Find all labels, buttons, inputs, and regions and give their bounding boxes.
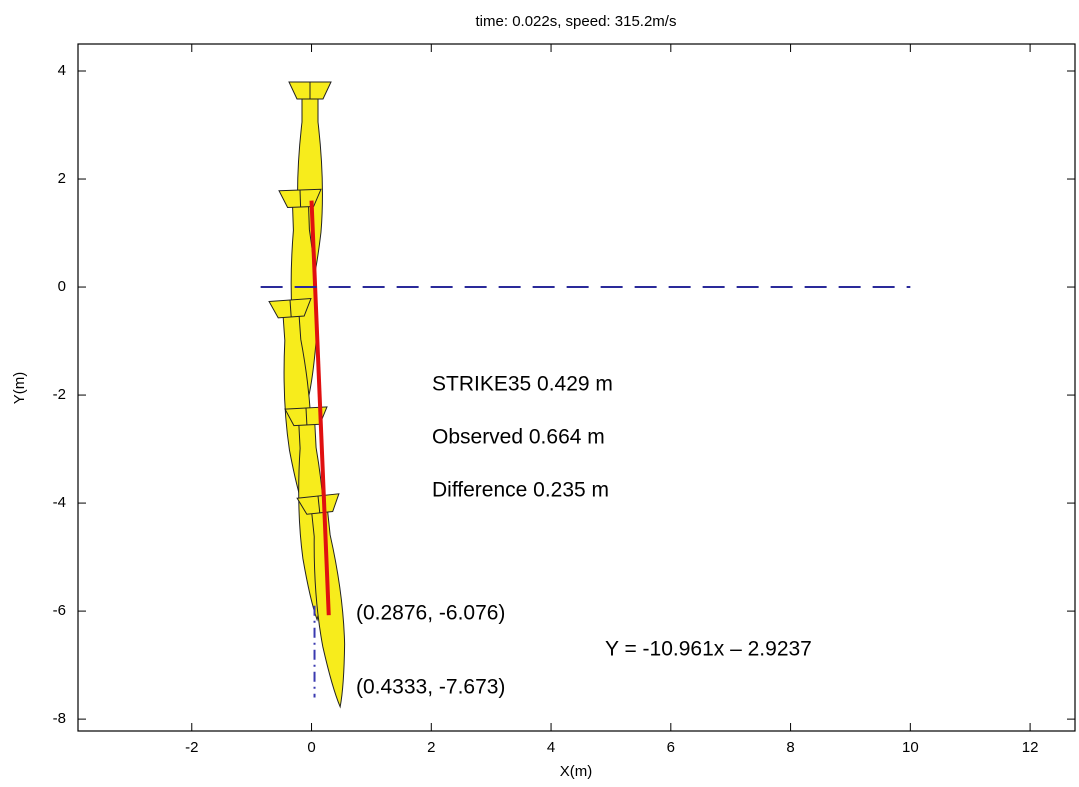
y-tick-label: -2 [53, 386, 66, 403]
x-tick-label: 0 [307, 739, 315, 756]
x-axis-label: X(m) [560, 763, 593, 780]
x-tick-label: 12 [1022, 739, 1039, 756]
x-tick-label: 6 [667, 739, 675, 756]
annotation: Difference 0.235 m [432, 479, 609, 502]
y-tick-label: 0 [58, 278, 66, 295]
y-axis-label: Y(m) [11, 372, 28, 405]
x-tick-label: 2 [427, 739, 435, 756]
series-line [309, 200, 331, 616]
y-tick-label: 4 [58, 62, 66, 79]
x-tick-label: -2 [185, 739, 198, 756]
annotation: Y = -10.961x – 2.9237 [605, 638, 812, 661]
chart-title: time: 0.022s, speed: 315.2m/s [476, 13, 677, 30]
x-tick-label: 4 [547, 739, 555, 756]
annotation: (0.4333, -7.673) [356, 676, 505, 699]
y-tick-label: -8 [53, 710, 66, 727]
annotation: STRIKE35 0.429 m [432, 373, 613, 396]
annotation: (0.2876, -6.076) [356, 602, 505, 625]
y-tick-label: -4 [53, 494, 66, 511]
y-tick-label: -6 [53, 602, 66, 619]
x-tick-label: 10 [902, 739, 919, 756]
plot-box [77, 43, 1076, 732]
annotation: Observed 0.664 m [432, 426, 605, 449]
x-tick-label: 8 [786, 739, 794, 756]
y-tick-label: 2 [58, 170, 66, 187]
